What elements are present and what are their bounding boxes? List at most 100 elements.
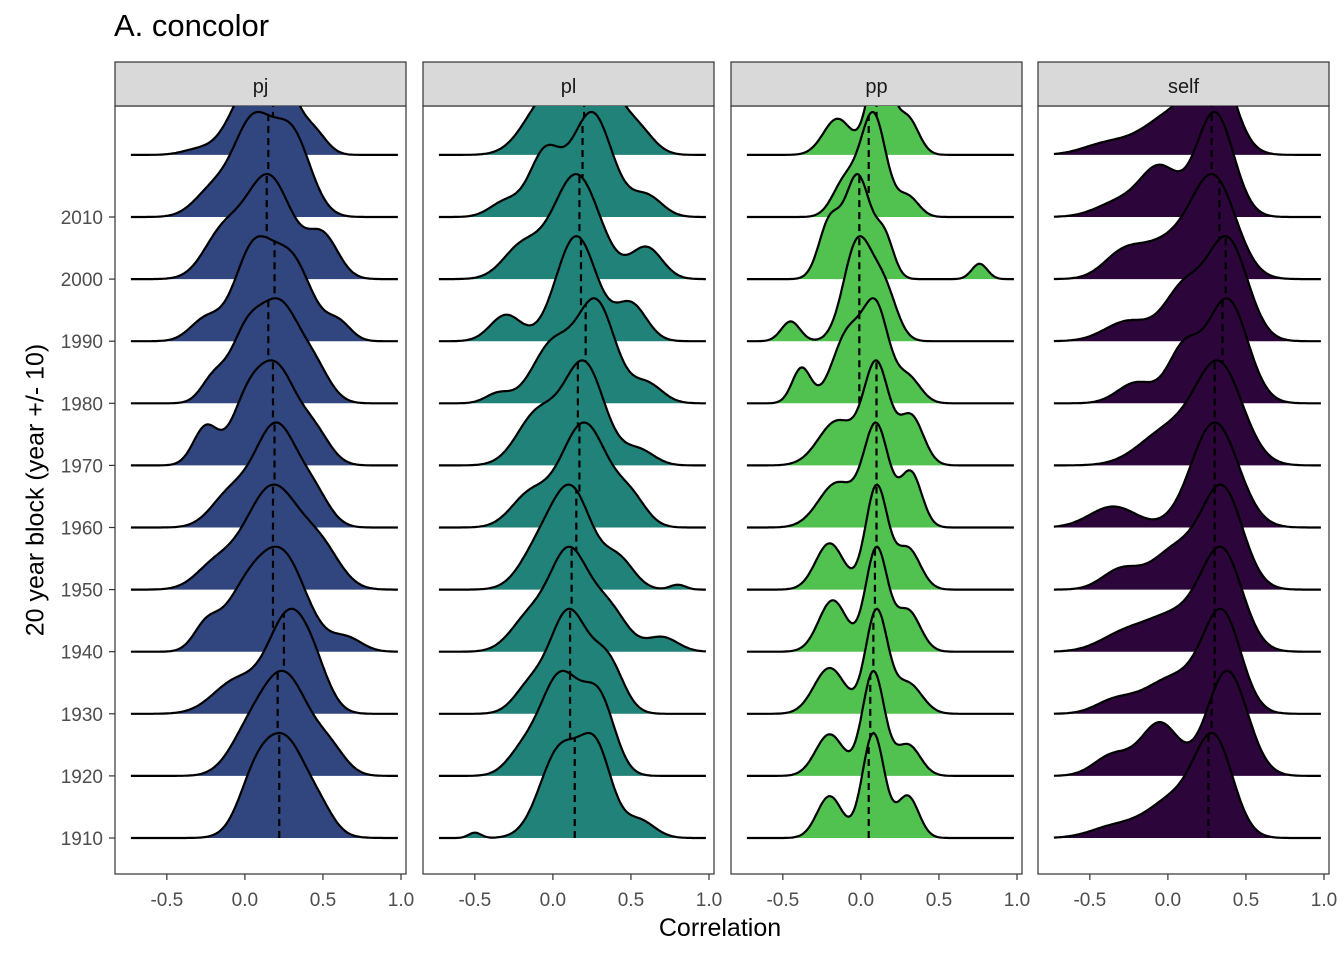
ridge-fill-1960: [438, 422, 706, 528]
ridge-outline-2010: [130, 110, 398, 219]
ridge-outline-2000: [130, 173, 398, 281]
ridge-fill-1960: [746, 422, 1014, 528]
x-tick-label: 1.0: [696, 890, 722, 911]
ridge-outline-1960: [130, 421, 398, 529]
ridge-outline-1950: [746, 483, 1014, 591]
ridge-outline-2000: [746, 172, 1014, 281]
ridge-fill-1930: [1053, 608, 1321, 714]
ridge-outline-1980: [130, 297, 398, 405]
ridge-fill-1910: [130, 733, 398, 838]
ridge-outline-1930: [1053, 607, 1321, 715]
y-tick-label: 1970: [61, 456, 103, 477]
x-tick-label: 0.0: [540, 890, 566, 911]
y-tick-label: 1930: [61, 705, 103, 726]
facet-strip-label: pj: [253, 76, 269, 98]
ridge-outline-1930: [746, 607, 1014, 715]
ridge-fill-1910: [746, 733, 1014, 838]
ridge-outline-1960: [1053, 421, 1321, 529]
ridges: [1053, 106, 1321, 840]
ridge-fill-1990: [1053, 236, 1321, 342]
ridge-outline-2020: [746, 106, 1014, 156]
facet-strip-label: pl: [561, 76, 577, 98]
facet-panel-pl: pl -0.5 0.0 0.5 1.0: [422, 61, 722, 911]
y-tick-label: 1910: [61, 829, 103, 850]
ridge-outline-1940: [438, 545, 706, 653]
ridge-fill-1980: [746, 298, 1014, 404]
ridge-outline-1970: [130, 359, 398, 467]
ridge-fill-1990: [746, 236, 1014, 342]
ridge-outline-1910: [746, 731, 1014, 840]
ridge-outline-1960: [438, 421, 706, 529]
ridge-fill-1950: [1053, 484, 1321, 590]
x-tick-label: 0.5: [310, 890, 336, 911]
facet-strip-label: self: [1168, 76, 1200, 98]
ridge-outline-1990: [746, 235, 1014, 343]
y-tick-label: 1990: [61, 332, 103, 353]
x-tick-label: -0.5: [1073, 890, 1106, 911]
x-tick-label: -0.5: [766, 890, 799, 911]
x-axis-label: Correlation: [658, 914, 782, 942]
ridge-outline-1970: [1053, 359, 1321, 467]
ridge-outline-2010: [746, 110, 1014, 219]
ridge-outline-1980: [438, 297, 706, 405]
ridge-outline-1990: [130, 235, 398, 343]
ridge-outline-1910: [1053, 731, 1321, 840]
ridge-outline-1960: [746, 421, 1014, 529]
facet-strip: [1037, 61, 1330, 107]
facet-strip: [422, 61, 715, 107]
ridge-outline-2000: [1053, 173, 1321, 281]
ridge-fill-1970: [746, 360, 1014, 466]
ridge-outline-1950: [438, 483, 706, 591]
ridge-fill-2000: [438, 174, 706, 280]
x-tick-label: 1.0: [1004, 890, 1030, 911]
ridge-outline-1920: [746, 669, 1014, 777]
ridge-fill-2020: [438, 106, 706, 155]
ridge-fill-1970: [1053, 360, 1321, 466]
x-tick-label: 0.5: [1233, 890, 1259, 911]
ridge-fill-1940: [130, 546, 398, 652]
facet-panel-self: self -0.5 0.0 0.5 1.0: [1037, 61, 1337, 911]
ridge-outline-1980: [746, 297, 1014, 405]
ridge-fill-1970: [438, 360, 706, 466]
ridge-fill-1980: [438, 298, 706, 404]
ridge-fill-2000: [746, 174, 1014, 280]
ridge-fill-2000: [1053, 174, 1321, 280]
ridge-fill-1980: [130, 298, 398, 404]
ridge-fill-1940: [746, 546, 1014, 652]
chart-title: A. concolor: [114, 8, 270, 43]
ridges: [130, 106, 398, 840]
ridge-outline-1940: [130, 545, 398, 653]
x-tick-label: 1.0: [388, 890, 414, 911]
ridge-outline-1930: [130, 607, 398, 715]
y-tick-label: 1950: [61, 581, 103, 602]
ridge-fill-2010: [130, 112, 398, 217]
ridge-outline-1910: [438, 731, 706, 840]
ridge-fill-1920: [438, 670, 706, 776]
facet-panel-pj: pj -0.5 0.0 0.5 1.0: [114, 61, 414, 911]
y-tick-label: 2000: [61, 270, 103, 291]
ridge-outline-1920: [438, 669, 706, 777]
ridge-fill-1950: [438, 484, 706, 590]
ridge-outline-1950: [1053, 483, 1321, 591]
facet-strip: [730, 61, 1023, 107]
ridge-outline-1930: [438, 607, 706, 715]
x-tick-label: 0.0: [848, 890, 874, 911]
ridge-fill-2000: [130, 174, 398, 280]
ridge-outline-1940: [1053, 545, 1321, 653]
ridge-outline-1920: [130, 669, 398, 777]
ridge-outline-1970: [438, 359, 706, 467]
y-tick-label: 1920: [61, 767, 103, 788]
ridge-fill-2010: [746, 112, 1014, 217]
ridge-fill-2010: [438, 112, 706, 217]
ridge-outline-2020: [130, 106, 398, 156]
ridge-fill-1920: [130, 670, 398, 776]
ridges: [438, 106, 706, 840]
ridge-outline-1970: [746, 359, 1014, 467]
ridge-outline-2010: [1053, 110, 1321, 219]
ridge-fill-1920: [1053, 670, 1321, 776]
ridge-fill-1970: [130, 360, 398, 466]
facet-strip-label: pp: [865, 76, 887, 98]
facet-panel-pp: pp -0.5 0.0 0.5 1.0: [730, 61, 1030, 911]
